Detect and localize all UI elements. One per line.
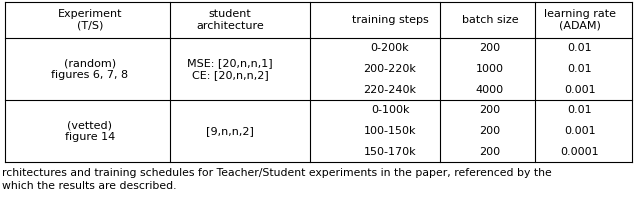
Text: 0-100k: 0-100k [371,105,409,115]
Text: 0.01: 0.01 [568,64,592,74]
Text: 0.001: 0.001 [564,85,596,95]
Text: Experiment
(T/S): Experiment (T/S) [58,9,122,31]
Text: 0-200k: 0-200k [371,43,410,53]
Text: training steps: training steps [351,15,428,25]
Text: (vetted)
figure 14: (vetted) figure 14 [65,120,115,142]
Text: 1000: 1000 [476,64,504,74]
Text: MSE: [20,n,n,1]
CE: [20,n,n,2]: MSE: [20,n,n,1] CE: [20,n,n,2] [187,58,273,80]
Text: 200: 200 [479,105,500,115]
Text: 0.0001: 0.0001 [561,147,599,157]
Text: 200: 200 [479,43,500,53]
Text: batch size: batch size [461,15,518,25]
Text: rchitectures and training schedules for Teacher/Student experiments in the paper: rchitectures and training schedules for … [2,168,552,178]
Text: 0.01: 0.01 [568,43,592,53]
Text: student
architecture: student architecture [196,9,264,31]
Text: 150-170k: 150-170k [364,147,416,157]
Text: learning rate
(ADAM): learning rate (ADAM) [544,9,616,31]
Text: which the results are described.: which the results are described. [2,181,177,191]
Text: 200: 200 [479,147,500,157]
Text: 200-220k: 200-220k [364,64,417,74]
Text: 0.01: 0.01 [568,105,592,115]
Text: 0.001: 0.001 [564,126,596,136]
Text: 200: 200 [479,126,500,136]
Text: [9,n,n,2]: [9,n,n,2] [206,126,254,136]
Text: 220-240k: 220-240k [364,85,417,95]
Text: (random)
figures 6, 7, 8: (random) figures 6, 7, 8 [51,58,129,80]
Text: 100-150k: 100-150k [364,126,416,136]
Text: 4000: 4000 [476,85,504,95]
